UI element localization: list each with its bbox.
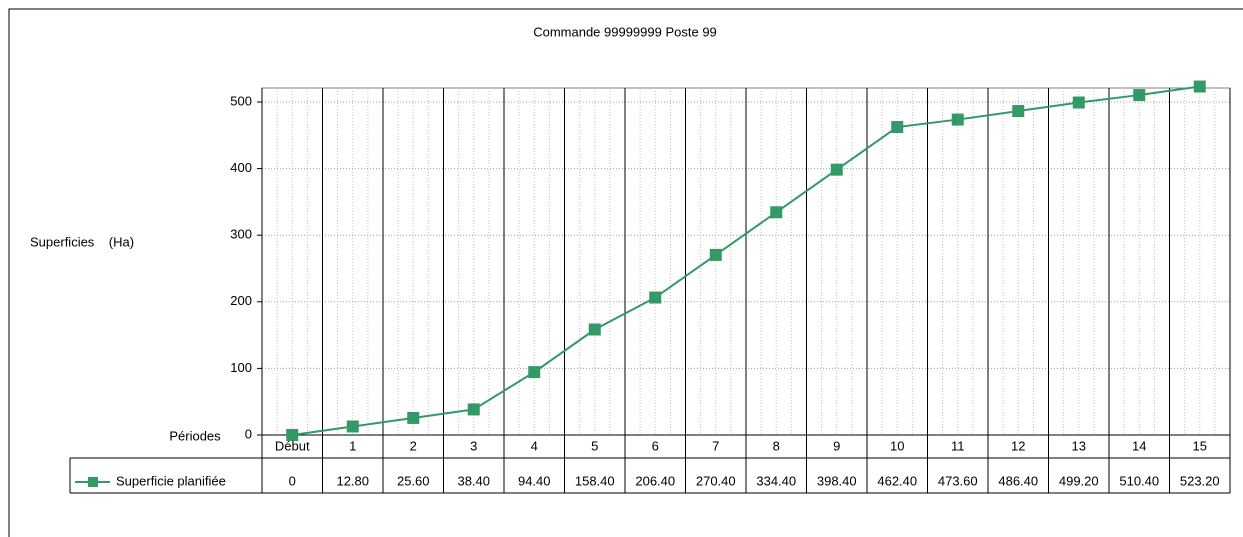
chart-border xyxy=(8,8,1243,537)
x-tick-label: 11 xyxy=(951,438,965,453)
table-value: 473.60 xyxy=(938,473,978,488)
table-value: 499.20 xyxy=(1059,473,1099,488)
y-tick-label: 500 xyxy=(230,93,252,108)
x-axis-label: Périodes xyxy=(169,428,221,443)
marker xyxy=(649,291,662,304)
x-tick-label: 12 xyxy=(1011,438,1025,453)
table-value: 0 xyxy=(289,473,296,488)
y-tick-label: 300 xyxy=(230,227,252,242)
table-value: 94.40 xyxy=(518,473,551,488)
x-tick-label: 3 xyxy=(470,438,477,453)
chart-title: Commande 99999999 Poste 99 xyxy=(533,24,717,39)
table-value: 398.40 xyxy=(817,473,857,488)
marker xyxy=(1193,80,1206,93)
table-value: 510.40 xyxy=(1119,473,1159,488)
x-tick-label: 10 xyxy=(890,438,904,453)
marker xyxy=(1012,105,1025,118)
marker xyxy=(951,113,964,126)
x-tick-label: 15 xyxy=(1193,438,1207,453)
marker xyxy=(407,411,420,424)
x-tick-label: 4 xyxy=(531,438,538,453)
legend-label: Superficie planifiée xyxy=(116,473,226,488)
x-tick-label: 7 xyxy=(712,438,719,453)
marker xyxy=(830,163,843,176)
marker xyxy=(467,403,480,416)
y-tick-label: 0 xyxy=(245,426,252,441)
marker xyxy=(528,366,541,379)
table-value: 334.40 xyxy=(756,473,796,488)
x-tick-label: 6 xyxy=(652,438,659,453)
table-value: 486.40 xyxy=(998,473,1038,488)
table-value: 25.60 xyxy=(397,473,430,488)
marker xyxy=(709,248,722,261)
y-tick-label: 100 xyxy=(230,360,252,375)
x-tick-label: 5 xyxy=(591,438,598,453)
table-value: 12.80 xyxy=(336,473,369,488)
marker xyxy=(588,323,601,336)
marker xyxy=(346,420,359,433)
table-value: 206.40 xyxy=(635,473,675,488)
x-tick-label: 1 xyxy=(349,438,356,453)
marker xyxy=(1133,89,1146,102)
x-tick-label: 14 xyxy=(1132,438,1146,453)
table-value: 38.40 xyxy=(457,473,490,488)
x-tick-label: 9 xyxy=(833,438,840,453)
x-tick-label: 13 xyxy=(1072,438,1086,453)
marker xyxy=(1072,96,1085,109)
x-tick-label: 2 xyxy=(410,438,417,453)
line-series xyxy=(292,85,1200,436)
y-axis-label: Superficies (Ha) xyxy=(30,234,134,249)
table-value: 523.20 xyxy=(1180,473,1220,488)
table-value: 158.40 xyxy=(575,473,615,488)
marker xyxy=(286,429,299,441)
marker xyxy=(891,121,904,134)
table-value: 270.40 xyxy=(696,473,736,488)
legend-marker xyxy=(88,477,98,487)
table-value: 462.40 xyxy=(877,473,917,488)
y-tick-label: 400 xyxy=(230,160,252,175)
x-tick-label: 8 xyxy=(773,438,780,453)
marker xyxy=(770,206,783,219)
y-tick-label: 200 xyxy=(230,293,252,308)
x-tick-label: Début xyxy=(275,438,310,453)
